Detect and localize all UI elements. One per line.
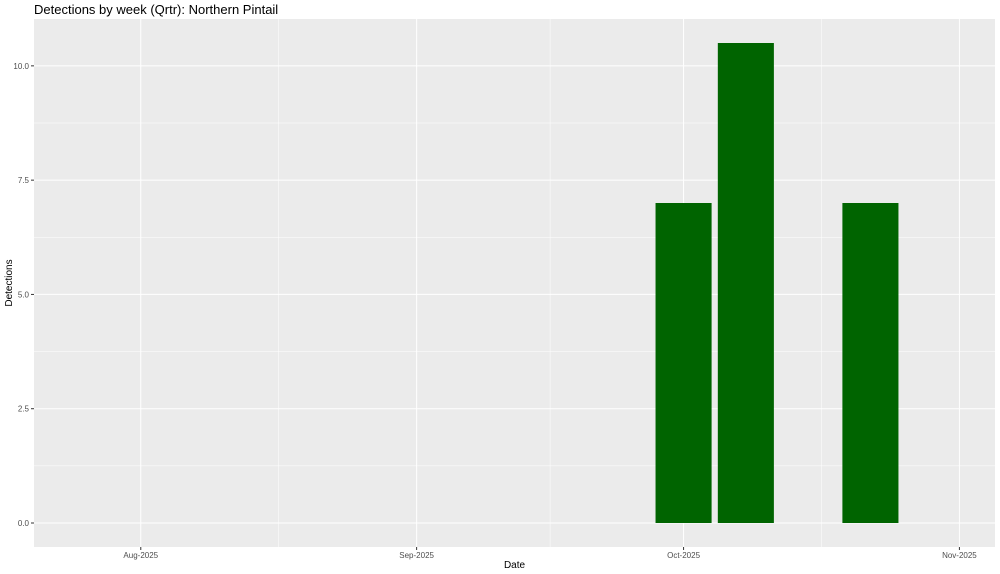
- bar: [717, 43, 774, 523]
- x-tick-label: Aug-2025: [123, 551, 158, 560]
- y-tick-label: 2.5: [18, 405, 30, 414]
- x-tick-label: Sep-2025: [399, 551, 434, 560]
- y-tick-label: 0.0: [18, 519, 30, 528]
- bar: [842, 203, 899, 523]
- x-tick-label: Oct-2025: [667, 551, 700, 560]
- y-axis-label: Detections: [4, 259, 15, 306]
- x-axis-label: Date: [504, 560, 526, 571]
- plot-panel: [34, 19, 995, 547]
- chart-title: Detections by week (Qrtr): Northern Pint…: [34, 2, 279, 17]
- y-tick-label: 10.0: [13, 62, 29, 71]
- y-tick-label: 7.5: [18, 176, 30, 185]
- x-tick-label: Nov-2025: [942, 551, 977, 560]
- bar: [655, 203, 712, 523]
- y-tick-label: 5.0: [18, 290, 30, 299]
